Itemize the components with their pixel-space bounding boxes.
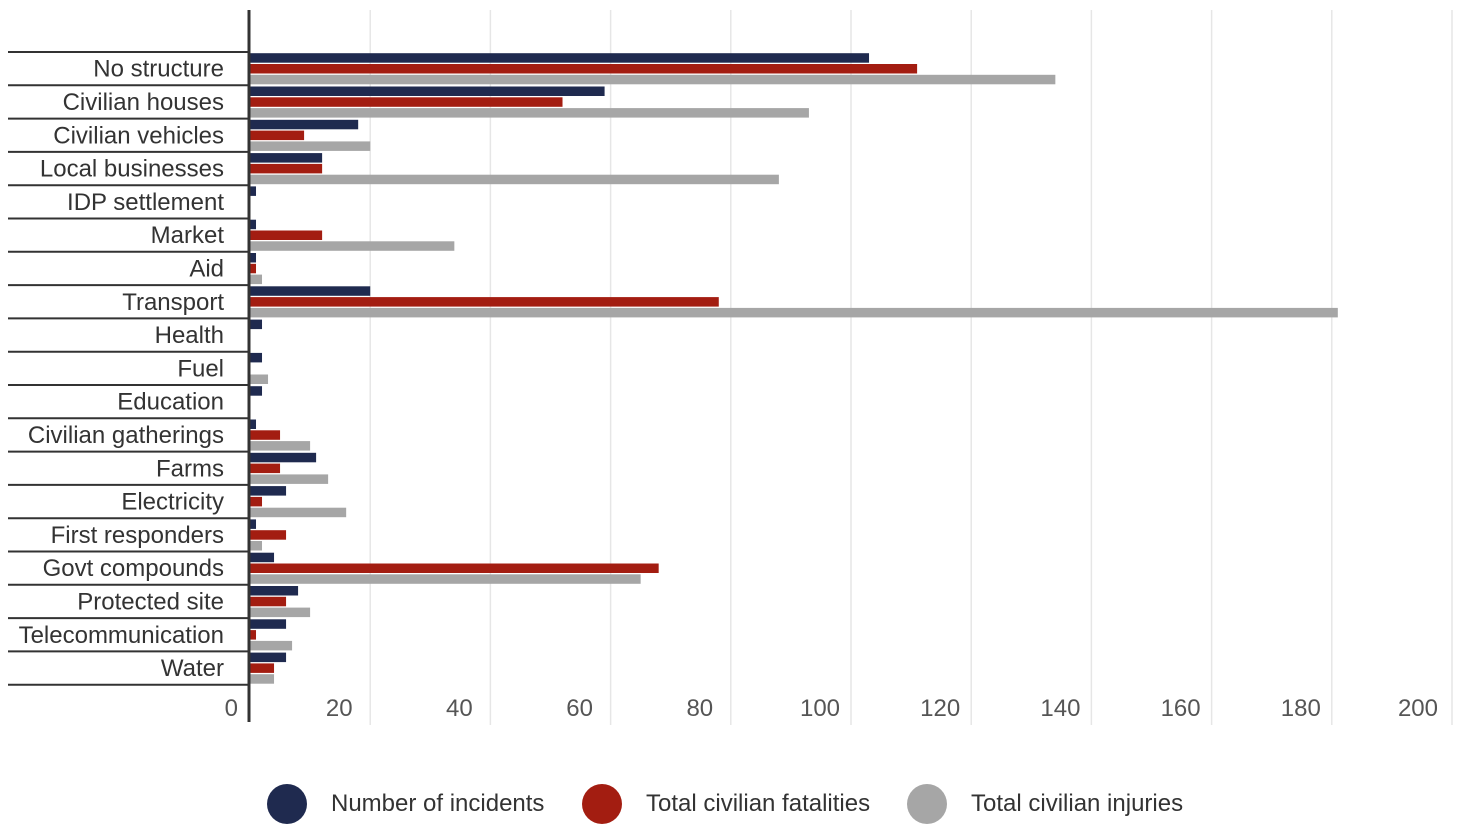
bar-incidents[interactable]: [250, 386, 263, 396]
bar-incidents[interactable]: [250, 153, 323, 163]
bar-fatalities[interactable]: [250, 230, 323, 241]
legend-item-injuries[interactable]: Total civilian injuries: [907, 780, 1183, 828]
legend-marker-incidents: [267, 784, 307, 824]
legend: Number of incidents Total civilian fatal…: [0, 780, 1461, 828]
category-label: Health: [155, 322, 224, 349]
x-tick-label: 20: [326, 695, 353, 722]
bar-incidents[interactable]: [250, 652, 287, 663]
x-tick-label: 80: [686, 695, 713, 722]
category-label: Market: [151, 222, 225, 249]
category-label: Local businesses: [40, 156, 224, 183]
bar-fatalities[interactable]: [250, 496, 263, 507]
x-tick-label: 160: [1161, 695, 1201, 722]
x-tick-labels: 0 20 40 60 80 100 120 140 160 180 200: [225, 695, 1438, 722]
bar-incidents[interactable]: [250, 86, 605, 97]
bar-fatalities[interactable]: [250, 596, 287, 607]
bar-injuries[interactable]: [250, 141, 371, 151]
chart: No structure Civilian houses Civilian vehi…: [8, 10, 1453, 725]
bar-injuries[interactable]: [250, 108, 809, 118]
bar-incidents[interactable]: [250, 119, 359, 130]
legend-label-injuries: Total civilian injuries: [971, 790, 1184, 817]
legend-label-incidents: Number of incidents: [331, 790, 545, 817]
category-label: Farms: [156, 455, 224, 482]
bar-incidents[interactable]: [250, 519, 257, 529]
category-label: No structure: [93, 56, 224, 83]
bar-fatalities[interactable]: [250, 463, 281, 474]
bar-fatalities[interactable]: [250, 163, 323, 174]
x-tick-label: 140: [1040, 695, 1080, 722]
bar-incidents[interactable]: [250, 53, 870, 63]
bar-fatalities[interactable]: [250, 130, 305, 141]
legend-item-incidents[interactable]: Number of incidents: [267, 780, 544, 828]
bar-injuries[interactable]: [250, 374, 269, 385]
x-tick-label: 40: [446, 695, 473, 722]
x-tick-label: 200: [1398, 695, 1438, 722]
bar-injuries[interactable]: [250, 574, 641, 584]
category-label: Telecommunication: [19, 622, 224, 649]
bar-incidents[interactable]: [250, 186, 257, 196]
bar-incidents[interactable]: [250, 552, 275, 563]
bar-incidents[interactable]: [250, 452, 317, 463]
category-label: Education: [117, 389, 224, 416]
bar-incidents[interactable]: [250, 586, 299, 596]
category-label: Transport: [122, 289, 224, 316]
bar-injuries[interactable]: [250, 174, 779, 185]
bar-incidents[interactable]: [250, 619, 287, 629]
category-separators: [8, 51, 248, 686]
category-label: Govt compounds: [43, 555, 224, 582]
bar-injuries[interactable]: [250, 241, 455, 251]
legend-marker-fatalities: [582, 784, 622, 824]
bar-injuries[interactable]: [250, 640, 293, 651]
bar-fatalities[interactable]: [250, 630, 257, 640]
bar-injuries[interactable]: [250, 507, 347, 518]
bar-fatalities[interactable]: [250, 64, 918, 74]
bar-injuries[interactable]: [250, 274, 263, 285]
category-label: Protected site: [77, 588, 224, 615]
legend-marker-injuries: [907, 784, 947, 824]
bar-fatalities[interactable]: [250, 563, 659, 574]
bar-injuries[interactable]: [250, 307, 1338, 318]
x-tick-label: 60: [566, 695, 593, 722]
category-label: Civilian gatherings: [28, 422, 224, 449]
category-labels: No structure Civilian houses Civilian vehi…: [19, 56, 225, 682]
bar-incidents[interactable]: [250, 352, 263, 363]
category-label: Electricity: [121, 489, 224, 516]
bar-fatalities[interactable]: [250, 297, 719, 307]
bar-injuries[interactable]: [250, 541, 263, 551]
bar-injuries[interactable]: [250, 474, 329, 484]
category-label: IDP settlement: [67, 189, 224, 216]
bar-incidents[interactable]: [250, 253, 257, 263]
x-tick-label: 120: [920, 695, 960, 722]
bar-injuries[interactable]: [250, 441, 311, 451]
bar-fatalities[interactable]: [250, 530, 287, 540]
legend-label-fatalities: Total civilian fatalities: [646, 790, 871, 817]
x-tick-label: 100: [800, 695, 840, 722]
category-label: Water: [161, 655, 224, 682]
category-label: Fuel: [177, 355, 224, 382]
bar-fatalities[interactable]: [250, 263, 257, 274]
bars: [250, 53, 1338, 684]
legend-item-fatalities[interactable]: Total civilian fatalities: [582, 780, 870, 828]
bar-injuries[interactable]: [250, 607, 311, 618]
bar-incidents[interactable]: [250, 486, 287, 496]
bar-fatalities[interactable]: [250, 663, 275, 673]
grid-lines: [369, 10, 1453, 725]
x-tick-label: 0: [225, 695, 238, 722]
x-tick-label: 180: [1281, 695, 1321, 722]
bar-fatalities[interactable]: [250, 430, 281, 440]
bar-injuries[interactable]: [250, 674, 275, 684]
category-label: First responders: [51, 522, 224, 549]
bar-incidents[interactable]: [250, 419, 257, 430]
bar-incidents[interactable]: [250, 319, 263, 330]
bar-incidents[interactable]: [250, 219, 257, 230]
category-label: Aid: [189, 255, 224, 282]
bar-incidents[interactable]: [250, 286, 371, 296]
bar-injuries[interactable]: [250, 74, 1056, 85]
bar-fatalities[interactable]: [250, 97, 563, 107]
category-label: Civilian houses: [63, 89, 224, 116]
category-label: Civilian vehicles: [53, 122, 224, 149]
